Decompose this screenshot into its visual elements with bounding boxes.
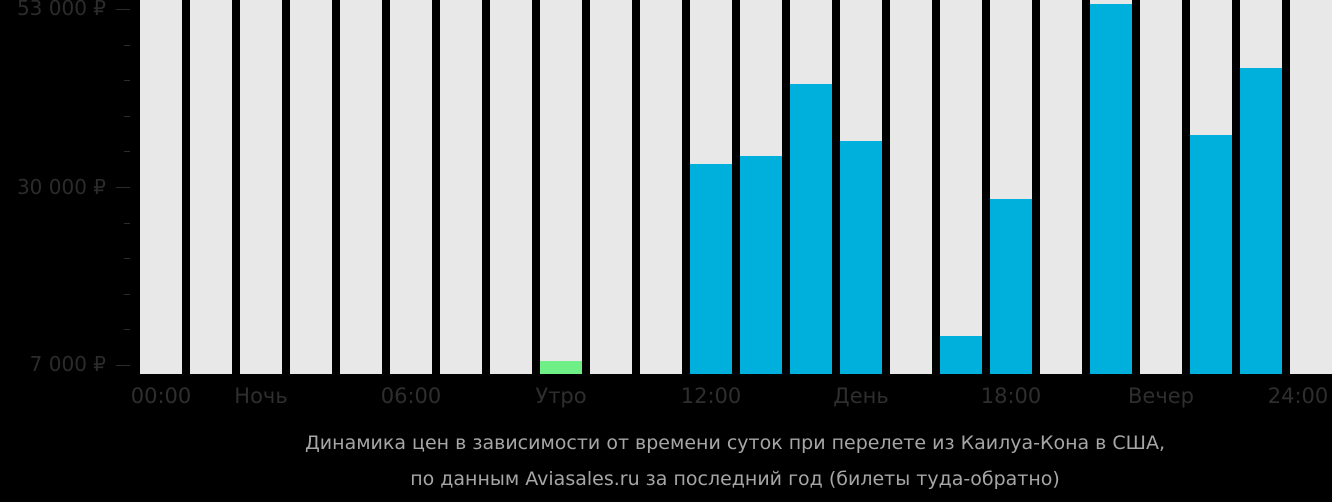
hour-slot-04[interactable] <box>340 0 382 374</box>
y-minor-tick <box>124 329 130 330</box>
x-axis-label: 24:00 <box>1267 384 1329 408</box>
price-bar[interactable] <box>1190 135 1232 374</box>
hour-slot-23[interactable] <box>1290 0 1332 374</box>
x-axis-label: Вечер <box>1128 384 1194 408</box>
y-minor-tick <box>124 116 130 117</box>
x-axis-label: 18:00 <box>980 384 1042 408</box>
chart-caption-line-1: Динамика цен в зависимости от времени су… <box>304 432 1166 454</box>
hour-slot-15[interactable] <box>890 0 932 374</box>
x-axis-label: 00:00 <box>130 384 192 408</box>
y-minor-tick <box>124 80 130 81</box>
x-axis-label: День <box>833 384 889 408</box>
hour-slot-14[interactable] <box>840 0 882 374</box>
hour-slot-03[interactable] <box>290 0 332 374</box>
chart-caption-line-2: по данным Aviasales.ru за последний год … <box>410 468 1060 490</box>
hour-slot-10[interactable] <box>640 0 682 374</box>
x-axis-label: Утро <box>535 384 587 408</box>
price-bar[interactable] <box>940 336 982 374</box>
price-bar[interactable] <box>740 156 782 374</box>
x-axis-label: Ночь <box>234 384 288 408</box>
cheapest-price-bar[interactable] <box>540 361 582 374</box>
y-major-tick <box>116 365 130 366</box>
hour-slot-11[interactable] <box>690 0 732 374</box>
price-bar[interactable] <box>990 198 1032 374</box>
hour-slot-13[interactable] <box>790 0 832 374</box>
hour-slot-16[interactable] <box>940 0 982 374</box>
hour-slot-17[interactable] <box>990 0 1032 374</box>
hour-slot-08[interactable] <box>540 0 582 374</box>
price-bar[interactable] <box>1090 4 1132 374</box>
hour-slot-05[interactable] <box>390 0 432 374</box>
y-major-tick <box>116 187 130 188</box>
price-bar[interactable] <box>690 163 732 374</box>
hour-slot-20[interactable] <box>1140 0 1182 374</box>
x-axis-label: 06:00 <box>380 384 442 408</box>
price-bar[interactable] <box>790 84 832 374</box>
price-bar[interactable] <box>840 141 882 374</box>
hour-slot-19[interactable] <box>1090 0 1132 374</box>
hour-slot-09[interactable] <box>590 0 632 374</box>
price-bar[interactable] <box>1240 67 1282 374</box>
y-axis-label: 53 000 ₽ <box>16 0 106 20</box>
hour-slot-21[interactable] <box>1190 0 1232 374</box>
y-minor-tick <box>124 223 130 224</box>
hour-slot-01[interactable] <box>190 0 232 374</box>
y-minor-tick <box>124 294 130 295</box>
hour-slot-12[interactable] <box>740 0 782 374</box>
y-major-tick <box>116 9 130 10</box>
hour-slot-07[interactable] <box>490 0 532 374</box>
y-axis-label: 30 000 ₽ <box>16 175 106 199</box>
y-minor-tick <box>124 151 130 152</box>
hour-slot-22[interactable] <box>1240 0 1282 374</box>
hour-slot-06[interactable] <box>440 0 482 374</box>
y-axis-label: 7 000 ₽ <box>29 352 106 376</box>
y-minor-tick <box>124 45 130 46</box>
y-minor-tick <box>124 258 130 259</box>
x-axis-label: 12:00 <box>680 384 742 408</box>
hour-slot-02[interactable] <box>240 0 282 374</box>
hour-slot-18[interactable] <box>1040 0 1082 374</box>
hour-slot-00[interactable] <box>140 0 182 374</box>
